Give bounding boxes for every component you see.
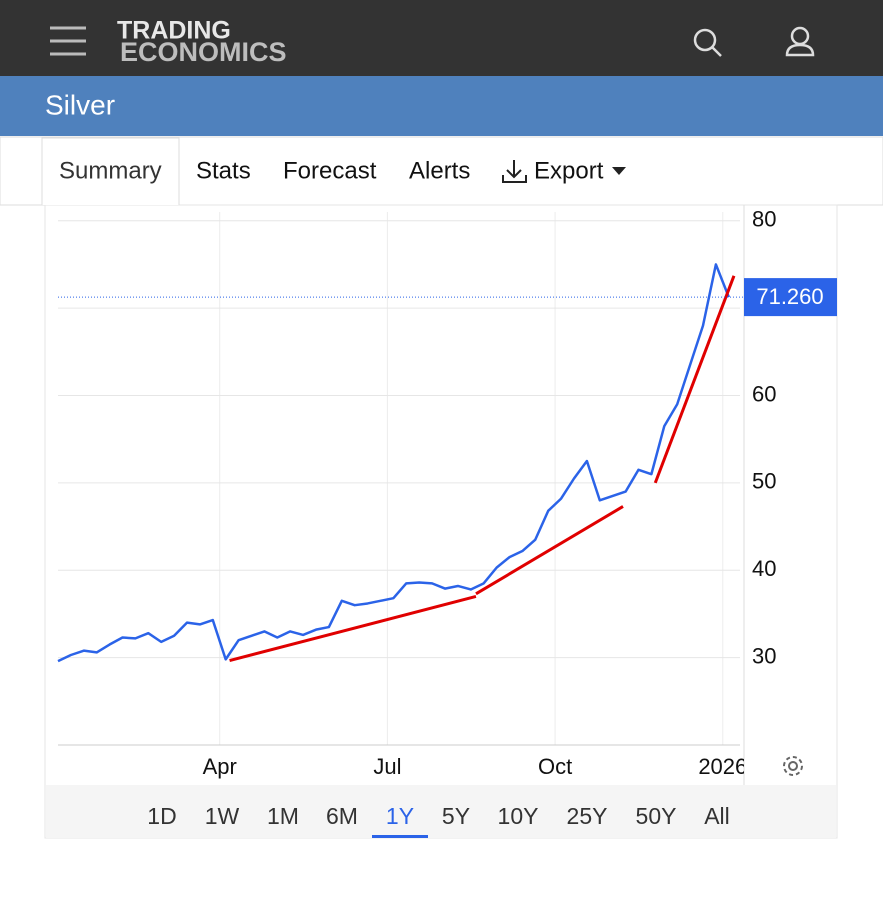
- period-button[interactable]: 25Y: [567, 803, 608, 829]
- tab[interactable]: Export: [534, 157, 604, 184]
- top-bar: [0, 0, 883, 76]
- y-tick-label: 40: [752, 556, 776, 581]
- x-tick-label: Apr: [203, 754, 237, 779]
- active-tab: [41, 137, 180, 205]
- last-price-label: 71.260: [756, 284, 823, 309]
- trend-line: [475, 505, 624, 596]
- menu-icon[interactable]: [50, 26, 86, 56]
- x-tick-label: 2026: [698, 754, 747, 779]
- period-button[interactable]: All: [704, 803, 730, 829]
- period-underline: [372, 835, 428, 838]
- price-line: [57, 263, 730, 663]
- y-tick-label: 50: [752, 469, 776, 494]
- user-icon[interactable]: [785, 26, 815, 57]
- dropdown-caret: [612, 167, 626, 175]
- tab[interactable]: Summary: [59, 157, 162, 184]
- last-price-box: [744, 278, 837, 317]
- export-icon: [502, 160, 527, 183]
- logo[interactable]: TRADING: [117, 17, 231, 45]
- page-title: Silver: [45, 89, 115, 120]
- x-tick-label: Oct: [538, 754, 572, 779]
- tab[interactable]: Stats: [196, 157, 251, 184]
- y-tick-label: 80: [752, 207, 776, 232]
- settings-icon[interactable]: [783, 756, 803, 776]
- y-tick-label: 30: [752, 643, 776, 668]
- period-button[interactable]: 10Y: [498, 803, 539, 829]
- period-button[interactable]: 5Y: [442, 803, 470, 829]
- trend-line: [653, 275, 736, 484]
- tab[interactable]: Forecast: [283, 157, 377, 184]
- y-tick-label: 60: [752, 381, 776, 406]
- tab[interactable]: Alerts: [409, 157, 470, 184]
- trend-line: [229, 595, 477, 663]
- title-bar: [0, 76, 883, 136]
- search-icon[interactable]: [693, 28, 722, 57]
- chart-panel: [44, 204, 838, 839]
- logo[interactable]: ECONOMICS: [120, 37, 287, 67]
- period-button[interactable]: 1D: [147, 803, 176, 829]
- x-tick-label: Jul: [373, 754, 401, 779]
- period-button[interactable]: 50Y: [636, 803, 677, 829]
- period-button[interactable]: 6M: [326, 803, 358, 829]
- period-button[interactable]: 1W: [205, 803, 240, 829]
- period-button[interactable]: 1Y: [386, 803, 414, 829]
- period-button[interactable]: 1M: [267, 803, 299, 829]
- period-bar: [46, 785, 836, 838]
